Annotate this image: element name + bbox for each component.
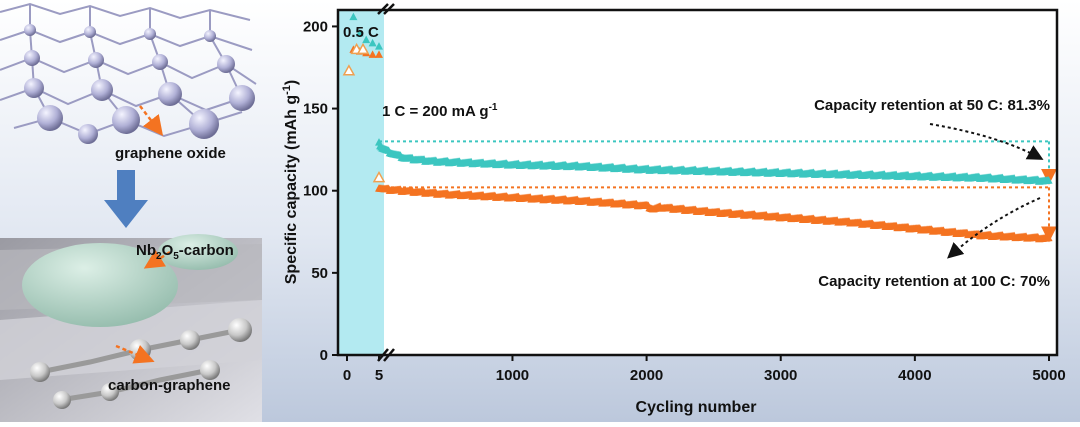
transition-arrow	[104, 170, 148, 228]
illustration-panel: graphene oxide Nb2O5-carbon	[0, 2, 262, 422]
plot-frame	[336, 8, 1059, 357]
open-triangle-markers	[342, 42, 386, 183]
axis-break-bottom	[377, 348, 395, 362]
graphene-oxide-atoms	[24, 24, 255, 144]
point-initial	[355, 29, 364, 37]
y-tick-label: 200	[303, 18, 328, 35]
point-initial	[362, 35, 371, 44]
x-tick-label: 0	[343, 367, 351, 384]
retention-50c-label: Capacity retention at 50 C: 81.3%	[814, 97, 1050, 114]
x-tick-label: 2000	[630, 367, 663, 384]
y-tick-label: 0	[320, 347, 328, 364]
open-marker	[372, 171, 386, 183]
graphene-oxide-label: graphene oxide	[115, 145, 226, 162]
point-initial	[368, 38, 377, 47]
y-tick-label: 150	[303, 101, 328, 118]
open-marker	[342, 64, 356, 76]
retention-100c-arrow	[947, 197, 1041, 259]
point-initial	[375, 50, 383, 58]
series-50c	[349, 12, 1053, 185]
low-rate-region	[338, 10, 384, 355]
open-marker	[356, 42, 370, 55]
rate-definition-label: 1 C = 200 mA g-1	[382, 102, 498, 120]
point-initial	[349, 12, 358, 21]
point-initial	[375, 42, 383, 50]
graphene-oxide-pointer	[139, 105, 164, 136]
x-tick-label: 5	[375, 367, 383, 384]
y-axis-ticks: 0 50 100 150 200	[303, 18, 338, 364]
x-tick-label: 1000	[496, 367, 529, 384]
nb2o5-carbon-label: Nb2O5-carbon	[136, 242, 234, 262]
series-100c	[349, 45, 1053, 243]
x-axis-label: Cycling number	[636, 399, 757, 416]
plot-area	[338, 10, 1057, 355]
y-tick-label: 50	[311, 265, 328, 282]
point-initial	[368, 50, 377, 58]
x-tick-label: 3000	[764, 367, 797, 384]
point	[1044, 176, 1053, 184]
retention-50c-arrow	[929, 123, 1044, 160]
retention-100c-label: Capacity retention at 100 C: 70%	[818, 273, 1050, 290]
nb2o5-carbon-particle	[22, 243, 178, 327]
carbon-graphene-label: carbon-graphene	[108, 377, 231, 394]
y-axis-label: Specific capacity (mAh g-1)	[281, 80, 300, 285]
x-tick-label: 5000	[1032, 367, 1065, 384]
carbon-graphene-pointer	[115, 344, 155, 364]
y-tick-label: 100	[303, 183, 328, 200]
reference-lines	[379, 140, 1057, 243]
capacity-chart: 0 50 100 150 200 0 5 1000 2000 3000 4000 5000 Cycl…	[281, 3, 1066, 416]
nb2o5-pointer	[143, 249, 171, 269]
x-axis-ticks: 0 5 1000 2000 3000 4000 5000	[343, 355, 1066, 384]
composite-illustration	[0, 234, 262, 422]
rate-05c-label: 0.5 C	[343, 24, 379, 41]
x-tick-label: 4000	[898, 367, 931, 384]
axis-break-top	[377, 3, 395, 15]
point	[1044, 233, 1053, 242]
